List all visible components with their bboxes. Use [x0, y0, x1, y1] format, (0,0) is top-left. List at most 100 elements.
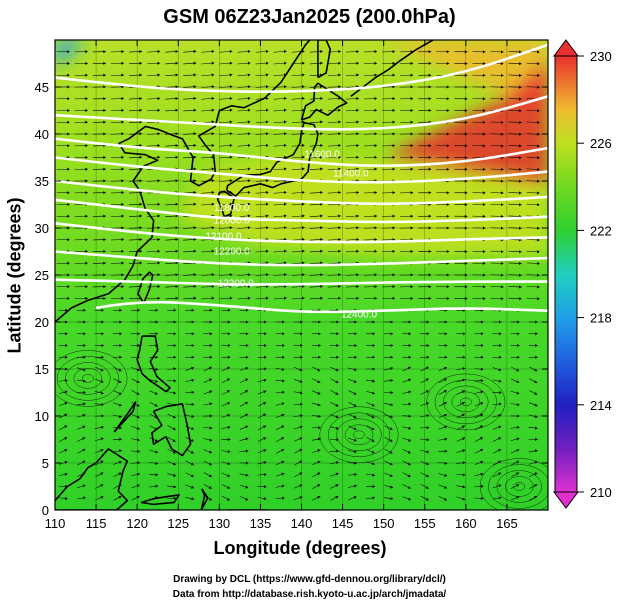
wind-arrowhead [302, 296, 305, 300]
wind-arrowhead [302, 202, 305, 206]
wind-arrowhead [67, 296, 70, 301]
wind-arrowhead [103, 261, 106, 265]
y-axis-label: Latitude (degrees) [4, 197, 25, 354]
wind-arrowhead [500, 144, 504, 148]
wind-arrowhead [335, 472, 339, 476]
wind-arrowhead [371, 403, 375, 407]
wind-arrowhead [157, 284, 161, 289]
wind-arrowhead [103, 167, 106, 171]
wind-arrowhead [229, 284, 233, 288]
colorbar-top-arrow [553, 39, 579, 57]
wind-arrowhead [247, 73, 251, 77]
wind-arrowhead [428, 226, 432, 230]
wind-arrowhead [245, 473, 249, 477]
wind-arrowhead [265, 73, 269, 77]
wind-arrowhead [175, 214, 179, 218]
wind-arrowhead [320, 49, 323, 54]
wind-arrowhead [281, 413, 285, 417]
wind-arrowhead [320, 96, 323, 101]
wind-arrowhead [464, 285, 468, 289]
wind-vortex-ring [488, 464, 548, 509]
wind-arrowhead [462, 497, 466, 501]
wind-arrowhead [139, 202, 143, 206]
wind-arrowhead [85, 238, 88, 242]
wind-arrowhead [173, 355, 177, 359]
wind-arrowhead [67, 167, 70, 171]
wind-arrowhead [518, 97, 522, 101]
wind-arrowhead [67, 214, 70, 218]
wind-arrowhead [320, 226, 323, 230]
wind-arrowhead [121, 61, 124, 65]
wind-arrowhead [173, 320, 177, 324]
wind-arrowhead [245, 320, 249, 324]
coastline-japan-hokkaido [300, 82, 348, 121]
contour-label: 11800.0 [214, 203, 250, 214]
wind-arrowhead [121, 155, 124, 159]
x-axis-label: Longitude (degrees) [213, 538, 387, 558]
wind-arrowhead [103, 97, 106, 101]
wind-arrowhead [302, 214, 305, 218]
wind-arrowhead [82, 448, 86, 452]
wind-arrowhead [121, 296, 124, 300]
wind-arrowhead [191, 308, 195, 312]
x-tick-label: 120 [126, 516, 148, 531]
wind-arrowhead [482, 214, 486, 218]
wind-arrowhead [175, 155, 179, 159]
wind-arrowhead [516, 437, 520, 441]
wind-arrowhead [157, 73, 161, 77]
wind-arrowhead [464, 50, 468, 54]
wind-arrowhead [426, 450, 430, 454]
wind-arrowhead [302, 132, 305, 136]
wind-arrowhead [265, 108, 269, 112]
wind-arrowhead [227, 462, 231, 466]
wind-arrowhead [317, 368, 321, 372]
wind-arrowhead [534, 380, 538, 384]
wind-arrowhead [139, 50, 143, 54]
wind-arrowhead [534, 415, 538, 419]
wind-arrowhead [172, 439, 176, 442]
wind-arrowhead [299, 391, 303, 395]
wind-arrowhead [462, 343, 466, 348]
wind-arrowhead [137, 438, 140, 442]
wind-arrowhead [392, 108, 396, 112]
height-contour-12000 [55, 198, 548, 224]
wind-arrowhead [191, 485, 194, 489]
wind-arrowhead [537, 167, 540, 172]
wind-arrowhead [372, 355, 376, 359]
wind-arrowhead [390, 367, 393, 370]
wind-arrowhead [121, 132, 124, 136]
wind-arrowhead [173, 485, 177, 489]
wind-arrowhead [320, 296, 323, 300]
wind-arrowhead [446, 50, 450, 54]
wind-arrowhead [518, 273, 522, 277]
wind-arrowhead [428, 108, 432, 113]
wind-arrowhead [482, 297, 486, 301]
wind-arrowhead [64, 413, 68, 417]
x-tick-label: 160 [455, 516, 477, 531]
wind-arrowhead [245, 425, 249, 429]
wind-arrowhead [302, 96, 305, 101]
wind-arrowhead [407, 474, 411, 478]
wind-arrowhead [518, 167, 522, 171]
wind-arrowhead [392, 273, 396, 277]
wind-arrowhead [410, 108, 414, 112]
wind-arrowhead [317, 391, 321, 395]
wind-arrowhead [320, 61, 323, 65]
wind-arrowhead [283, 226, 287, 230]
wind-arrowhead [408, 343, 412, 348]
wind-arrowhead [137, 343, 141, 348]
wind-arrowhead [374, 167, 378, 171]
wind-arrowhead [392, 214, 396, 218]
wind-arrowhead [518, 226, 522, 230]
wind-arrowhead [425, 497, 429, 501]
wind-arrowhead [139, 249, 143, 253]
wind-arrowhead [338, 167, 341, 171]
wind-arrowhead [354, 355, 357, 359]
wind-arrowhead [157, 155, 161, 159]
wind-arrowhead [443, 378, 447, 382]
wind-arrowhead [191, 366, 194, 370]
wind-arrowhead [211, 96, 215, 100]
wind-arrowhead [392, 167, 396, 171]
wind-arrowhead [209, 355, 213, 359]
wind-arrowhead [534, 391, 538, 395]
